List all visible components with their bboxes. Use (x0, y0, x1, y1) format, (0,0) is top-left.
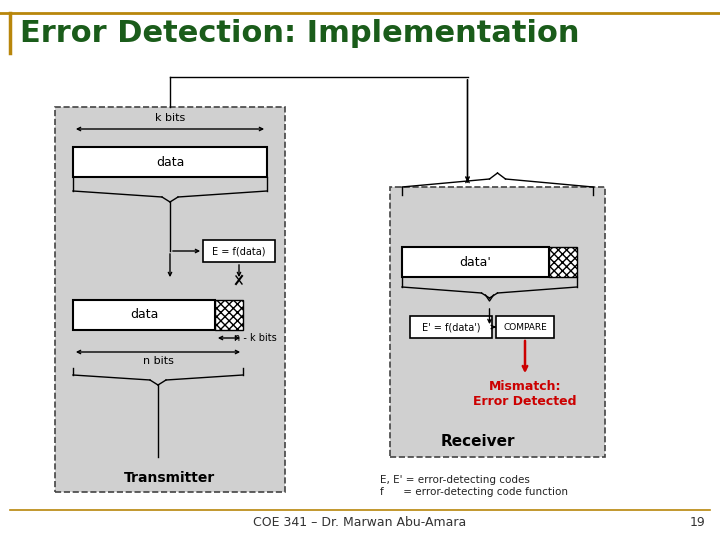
Text: E = f(data): E = f(data) (212, 246, 266, 256)
Text: 19: 19 (689, 516, 705, 530)
Text: COMPARE: COMPARE (503, 322, 547, 332)
Bar (402, 247, 549, 277)
Text: Error Detection: Implementation: Error Detection: Implementation (20, 18, 580, 48)
Bar (73, 300, 215, 330)
Bar (410, 316, 492, 338)
Bar (390, 187, 605, 457)
Text: Mismatch:
Error Detected: Mismatch: Error Detected (473, 380, 577, 408)
Text: data': data' (459, 255, 492, 268)
Bar (549, 247, 577, 277)
Text: E' = f(data'): E' = f(data') (422, 322, 480, 332)
Text: n bits: n bits (143, 356, 174, 366)
Text: E, E' = error-detecting codes
f      = error-detecting code function: E, E' = error-detecting codes f = error-… (380, 475, 568, 497)
Bar (203, 240, 275, 262)
Text: data: data (156, 156, 184, 168)
Text: n - k bits: n - k bits (234, 333, 276, 343)
Bar (55, 107, 285, 492)
Bar (73, 147, 267, 177)
Text: Transmitter: Transmitter (125, 471, 215, 485)
Bar (496, 316, 554, 338)
Text: data: data (130, 308, 158, 321)
Text: k bits: k bits (155, 113, 185, 123)
Text: COE 341 – Dr. Marwan Abu-Amara: COE 341 – Dr. Marwan Abu-Amara (253, 516, 467, 530)
Text: Receiver: Receiver (440, 434, 515, 449)
Bar (215, 300, 243, 330)
